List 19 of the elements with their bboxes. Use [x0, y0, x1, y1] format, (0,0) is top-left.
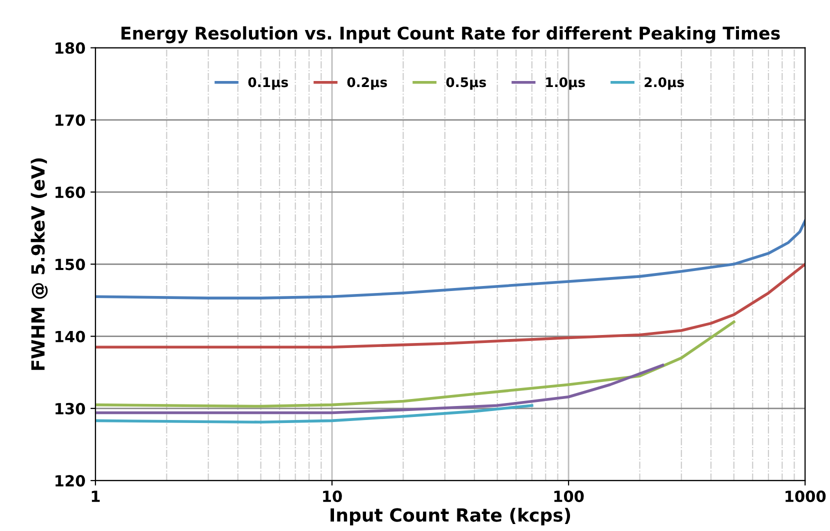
legend-label: 0.1µs [248, 77, 288, 90]
x-tick-label: 10 [323, 490, 342, 502]
legend-label: 2.0µs [644, 77, 684, 90]
x-axis-title: Input Count Rate (kcps) [330, 508, 570, 526]
y-tick-label: 120 [56, 475, 85, 487]
x-tick-label: 1 [92, 490, 100, 502]
y-tick-label: 170 [56, 114, 85, 126]
chart-title: Energy Resolution vs. Input Count Rate for different Peaking Times [122, 26, 780, 44]
x-tick-label: 100 [554, 490, 584, 502]
y-axis-title: FWHM @ 5.9keV (eV) [30, 158, 48, 370]
legend-label: 0.2µs [347, 77, 387, 90]
x-tick-label: 1000 [786, 490, 826, 502]
y-tick-label: 160 [56, 186, 85, 198]
legend-label: 0.5µs [446, 77, 486, 90]
y-tick-label: 130 [56, 402, 85, 414]
y-tick-label: 140 [56, 330, 85, 342]
legend-label: 1.0µs [546, 77, 585, 90]
y-tick-label: 180 [56, 42, 85, 54]
y-tick-label: 150 [56, 258, 85, 270]
